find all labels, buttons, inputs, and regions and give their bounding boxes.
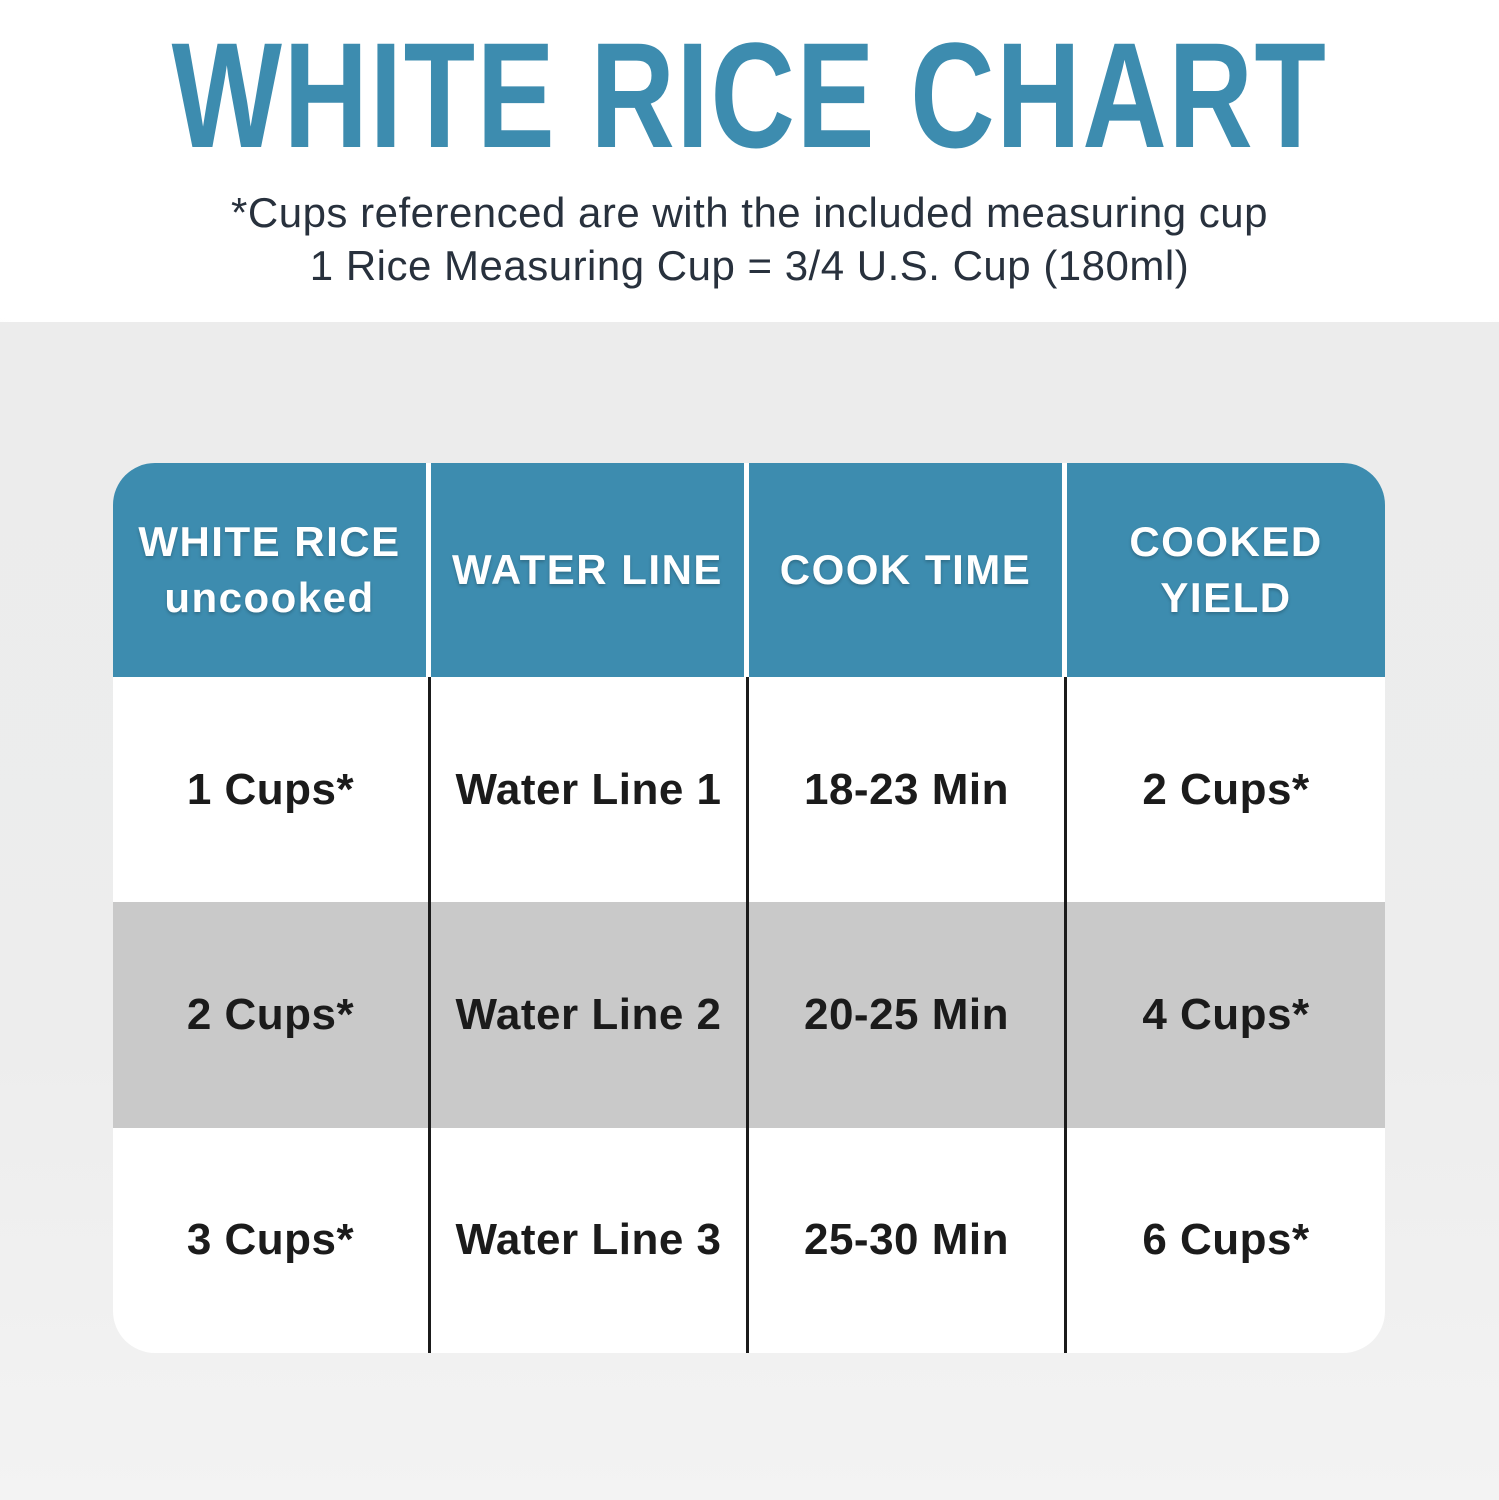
cell-row3-water-line: Water Line 3: [431, 1127, 749, 1353]
column-header-cooked-yield: COOKED YIELD: [1067, 463, 1385, 677]
cell-row1-cook-time: 18-23 Min: [749, 677, 1067, 903]
column-header-water-line: WATER LINE: [431, 463, 749, 677]
header-section: WHITE RICE CHART *Cups referenced are wi…: [0, 0, 1499, 322]
cell-row3-cook-time: 25-30 Min: [749, 1127, 1067, 1353]
column-header-white-rice: WHITE RICE uncooked: [113, 463, 431, 677]
column-header-water-line-line1: WATER LINE: [452, 546, 723, 593]
column-header-cook-time: COOK TIME: [749, 463, 1067, 677]
cell-row2-uncooked: 2 Cups*: [113, 902, 431, 1128]
cell-row2-cooked-yield: 4 Cups*: [1067, 902, 1385, 1128]
page-title: WHITE RICE CHART: [171, 11, 1328, 179]
cell-row1-water-line: Water Line 1: [431, 677, 749, 903]
column-header-cook-time-line1: COOK TIME: [779, 546, 1032, 593]
column-header-cooked-yield-line1: COOKED: [1129, 518, 1323, 565]
cell-row3-cooked-yield: 6 Cups*: [1067, 1127, 1385, 1353]
subtitle-line-2: 1 Rice Measuring Cup = 3/4 U.S. Cup (180…: [309, 242, 1190, 289]
column-header-cooked-yield-line2: YIELD: [1160, 574, 1292, 621]
rice-chart-table: WHITE RICE uncooked WATER LINE COOK TIME…: [113, 463, 1385, 1353]
subtitle-line-1: *Cups referenced are with the included m…: [231, 189, 1268, 236]
cell-row2-cook-time: 20-25 Min: [749, 902, 1067, 1128]
cell-row2-water-line: Water Line 2: [431, 902, 749, 1128]
column-header-white-rice-line1: WHITE RICE: [138, 518, 401, 565]
cell-row1-cooked-yield: 2 Cups*: [1067, 677, 1385, 903]
cell-row3-uncooked: 3 Cups*: [113, 1127, 431, 1353]
cell-row1-uncooked: 1 Cups*: [113, 677, 431, 903]
column-header-white-rice-line2: uncooked: [164, 574, 375, 621]
